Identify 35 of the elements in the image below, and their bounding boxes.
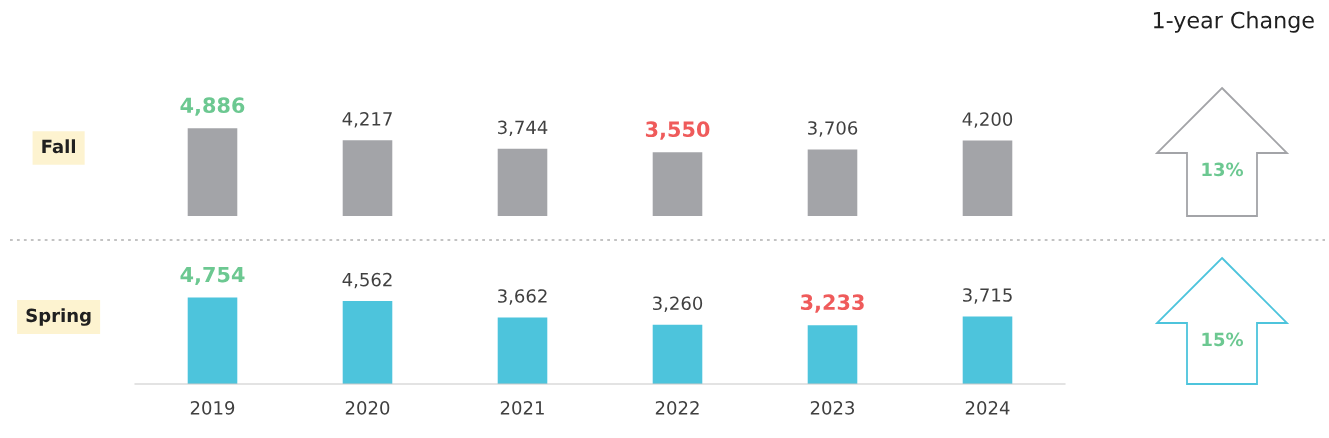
bar <box>807 325 858 384</box>
x-tick-label: 2019 <box>190 400 235 415</box>
data-label: 4,754 <box>180 266 245 286</box>
bar <box>652 152 703 216</box>
bar <box>962 140 1013 216</box>
data-label: 3,706 <box>808 121 858 137</box>
x-tick-label: 2021 <box>500 400 544 415</box>
bar <box>342 301 393 384</box>
data-label: 3,715 <box>963 288 1012 304</box>
bar <box>962 316 1013 384</box>
bar <box>187 128 238 216</box>
text: 1-year Change <box>1153 11 1314 33</box>
text: 13% <box>1202 162 1244 177</box>
bar <box>187 297 238 384</box>
bar <box>497 317 548 384</box>
data-label: 3,744 <box>498 120 548 136</box>
y-axis-title: Spring <box>26 308 91 326</box>
x-tick-label: 2022 <box>655 400 699 415</box>
text: 15% <box>1202 332 1244 347</box>
y-axis-title: Fall <box>42 139 76 154</box>
bar <box>497 148 548 216</box>
data-label: 3,662 <box>498 289 547 305</box>
bar <box>652 324 703 384</box>
x-tick-label: 2020 <box>345 400 390 415</box>
bar <box>342 140 393 216</box>
data-label: 4,562 <box>342 272 392 289</box>
data-label: 4,886 <box>180 97 245 116</box>
data-label: 3,233 <box>800 294 864 313</box>
data-label: 4,200 <box>962 112 1013 128</box>
x-tick-label: 2023 <box>810 400 855 415</box>
data-label: 3,260 <box>653 296 703 312</box>
x-tick-label: 2024 <box>965 400 1010 415</box>
data-label: 4,217 <box>342 112 392 128</box>
data-label: 3,550 <box>645 121 710 140</box>
bar <box>807 149 858 216</box>
